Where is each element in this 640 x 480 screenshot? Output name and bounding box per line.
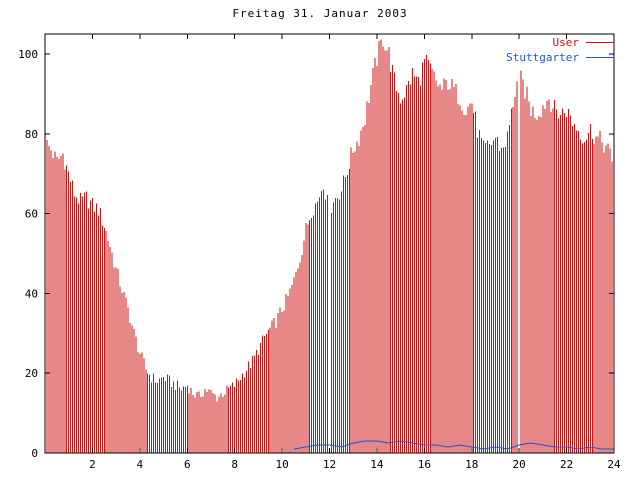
y-tick-label: 40 — [25, 287, 38, 300]
x-tick-label: 10 — [275, 458, 288, 471]
x-tick-label: 22 — [560, 458, 573, 471]
x-tick-label: 18 — [465, 458, 478, 471]
y-tick-label: 20 — [25, 367, 38, 380]
y-tick-label: 60 — [25, 208, 38, 221]
legend-label-stuttgarter: Stuttgarter — [506, 51, 579, 64]
x-tick-label: 14 — [370, 458, 384, 471]
y-tick-label: 0 — [31, 447, 38, 460]
legend-line-sample-stuttgarter — [586, 57, 614, 58]
legend-label-user: User — [552, 36, 580, 49]
x-tick-label: 20 — [513, 458, 526, 471]
legend-line-sample-user — [586, 42, 614, 43]
x-tick-label: 4 — [137, 458, 144, 471]
series-user-impulses — [44, 39, 615, 453]
legend: User Stuttgarter — [506, 37, 614, 63]
x-tick-label: 24 — [607, 458, 621, 471]
x-tick-label: 12 — [323, 458, 336, 471]
x-tick-label: 16 — [418, 458, 431, 471]
x-tick-label: 8 — [231, 458, 238, 471]
series-stuttgarter-line — [293, 440, 614, 450]
x-tick-label: 6 — [184, 458, 191, 471]
legend-item-user: User — [552, 36, 614, 49]
y-tick-label: 100 — [18, 48, 38, 61]
x-tick-label: 2 — [89, 458, 96, 471]
legend-item-stuttgarter: Stuttgarter — [506, 52, 614, 63]
chart-title: Freitag 31. Januar 2003 — [232, 7, 408, 20]
axis-ticks — [45, 34, 615, 454]
y-tick-label: 80 — [25, 128, 38, 141]
